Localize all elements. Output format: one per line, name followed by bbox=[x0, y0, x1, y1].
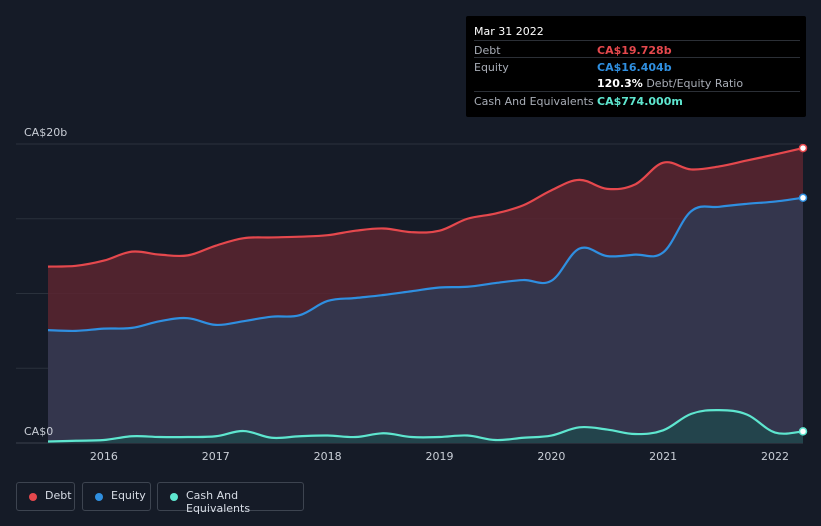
axis-ticks: 2016 2017 2018 2019 2020 2021 2022 CA$20b CA$0 bbox=[24, 126, 789, 463]
legend-item-equity[interactable]: Equity bbox=[82, 482, 151, 511]
tooltip-row-equity: Equity CA$16.404b bbox=[474, 57, 800, 75]
debt-endpoint bbox=[798, 143, 808, 153]
tooltip-debt-label: Debt bbox=[474, 44, 501, 57]
y-tick-label: CA$0 bbox=[24, 425, 53, 438]
legend-equity-dot bbox=[95, 493, 103, 501]
legend-cash-dot bbox=[170, 493, 178, 501]
cash-and-equivalents-area bbox=[48, 410, 803, 443]
equity-line bbox=[47, 196, 804, 333]
x-tick-label: 2021 bbox=[649, 450, 677, 463]
tooltip-equity-label: Equity bbox=[474, 61, 509, 74]
x-tick-label: 2016 bbox=[90, 450, 118, 463]
legend-item-cash[interactable]: Cash And Equivalents bbox=[157, 482, 304, 515]
tooltip-row-cash: Cash And Equivalents CA$774.000m bbox=[474, 91, 800, 109]
tooltip-date: Mar 31 2022 bbox=[474, 25, 544, 38]
y-tick-label: CA$20b bbox=[24, 126, 67, 139]
tooltip-cash-value: CA$774.000m bbox=[597, 95, 683, 108]
equity-area bbox=[48, 197, 803, 443]
tooltip-equity-value: CA$16.404b bbox=[597, 61, 672, 74]
series-endpoints bbox=[798, 143, 808, 436]
legend-equity-label: Equity bbox=[111, 489, 146, 502]
series-areas bbox=[48, 148, 803, 443]
x-tick-label: 2020 bbox=[537, 450, 565, 463]
debt-line bbox=[47, 146, 804, 268]
tooltip-ratio-label: Debt/Equity Ratio bbox=[646, 77, 744, 90]
tooltip-ratio-value: 120.3% bbox=[597, 77, 643, 90]
x-tick-label: 2018 bbox=[314, 450, 342, 463]
equity-endpoint bbox=[798, 193, 808, 203]
tooltip-row-ratio: 120.3% Debt/Equity Ratio bbox=[474, 74, 800, 91]
x-tick-label: 2022 bbox=[761, 450, 789, 463]
legend-debt-label: Debt bbox=[45, 489, 72, 502]
tooltip-row-debt: Debt CA$19.728b bbox=[474, 40, 800, 58]
tooltip-debt-value: CA$19.728b bbox=[597, 44, 672, 57]
cash-and-equivalents-line bbox=[47, 408, 804, 443]
tooltip-cash-label: Cash And Equivalents bbox=[474, 95, 594, 108]
x-tick-label: 2019 bbox=[425, 450, 453, 463]
legend-cash-label: Cash And Equivalents bbox=[186, 489, 251, 515]
legend-item-debt[interactable]: Debt bbox=[16, 482, 75, 511]
x-tick-label: 2017 bbox=[202, 450, 230, 463]
legend-debt-dot bbox=[29, 493, 37, 501]
tooltip-ratio: 120.3% Debt/Equity Ratio bbox=[597, 77, 743, 90]
series-lines bbox=[47, 146, 804, 443]
data-tooltip: Mar 31 2022 Debt CA$19.728b Equity CA$16… bbox=[466, 16, 806, 117]
cash-and-equivalents-endpoint bbox=[798, 427, 808, 436]
